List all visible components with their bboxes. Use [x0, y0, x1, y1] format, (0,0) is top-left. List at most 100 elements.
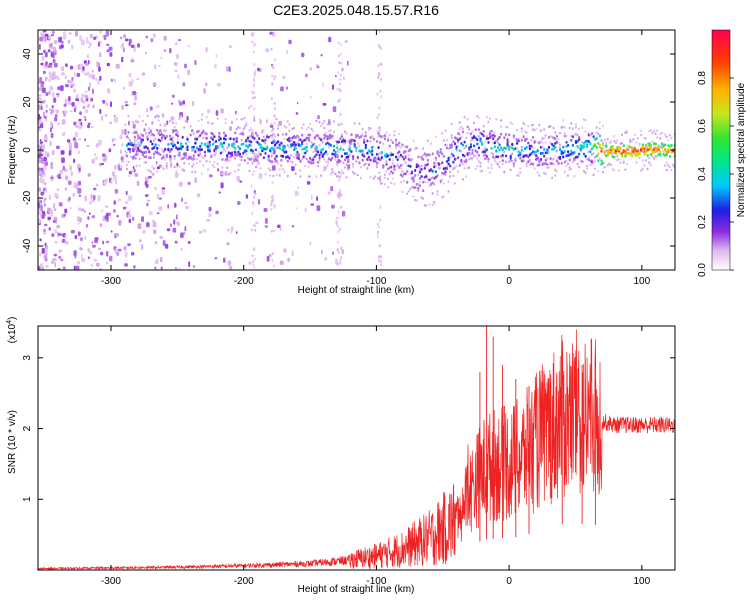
noise-cell [91, 263, 93, 268]
ridge-halo-cell [398, 155, 401, 158]
ridge-halo-cell [301, 157, 303, 161]
ridge-halo-cell [449, 175, 452, 178]
ridge-cell [304, 147, 307, 151]
noise-cell [255, 165, 257, 169]
ridge-halo-cell [195, 161, 198, 165]
ridge-halo-cell [361, 133, 364, 137]
ridge-cell [240, 155, 243, 159]
noise-cell [75, 265, 80, 270]
ridge-halo-cell [207, 121, 210, 124]
noise-cell [376, 235, 379, 239]
noise-cell [38, 218, 41, 224]
ridge-cell [481, 132, 484, 136]
ridge-cell [156, 146, 159, 150]
ridge-halo-cell [364, 131, 367, 134]
ridge-cell [543, 154, 546, 158]
noise-cell [253, 248, 256, 252]
ridge-cell [339, 137, 342, 141]
ridge-halo-cell [355, 160, 358, 163]
ridge-halo-cell [253, 119, 256, 122]
noise-cell [187, 241, 191, 244]
noise-cell [337, 179, 340, 183]
ridge-halo-cell [670, 136, 673, 140]
ridge-cell [243, 159, 246, 162]
ridge-halo-cell [643, 136, 646, 140]
noise-cell [170, 102, 174, 105]
ridge-cell [132, 143, 135, 147]
noise-cell [273, 204, 276, 207]
ridge-halo-cell [243, 125, 246, 128]
ridge-cell [412, 179, 415, 183]
ridge-cell [320, 138, 323, 142]
ridge-cell [449, 164, 452, 168]
ridge-cell [643, 147, 646, 151]
ridge-halo-cell [477, 135, 480, 138]
ridge-halo-cell [587, 150, 590, 153]
ridge-halo-cell [490, 163, 493, 167]
noise-cell [102, 100, 104, 103]
ridge-halo-cell [299, 169, 302, 172]
ridge-halo-cell [288, 129, 291, 133]
ridge-cell [165, 153, 168, 157]
ridge-halo-cell [613, 169, 616, 172]
ridge-cell [159, 153, 162, 156]
ridge-cell [458, 163, 461, 167]
ridge-halo-cell [581, 126, 584, 129]
ridge-cell [250, 140, 253, 144]
ridge-cell [137, 134, 140, 137]
noise-cell [123, 245, 127, 251]
noise-cell [77, 120, 81, 125]
noise-cell [380, 47, 383, 51]
ridge-halo-cell [465, 175, 468, 178]
ridge-halo-cell [450, 122, 453, 126]
ridge-halo-cell [590, 153, 593, 156]
ridge-halo-cell [340, 133, 343, 136]
ridge-cell [353, 144, 356, 148]
ridge-halo-cell [398, 145, 401, 148]
ridge-cell [324, 150, 328, 154]
noise-cell [251, 90, 254, 94]
ridge-cell [504, 133, 508, 136]
noise-cell [54, 75, 56, 80]
ridge-cell [565, 141, 568, 144]
ridge-halo-cell [245, 153, 248, 156]
ridge-halo-cell [254, 138, 257, 142]
noise-cell [73, 250, 77, 257]
ridge-halo-cell [395, 146, 397, 150]
noise-cell [203, 88, 206, 94]
noise-cell [154, 187, 157, 191]
ridge-halo-cell [320, 124, 323, 128]
noise-cell [120, 36, 122, 39]
noise-cell [337, 230, 340, 234]
ridge-halo-cell [476, 114, 479, 118]
noise-cell [84, 138, 86, 142]
noise-cell [280, 86, 284, 92]
ridge-halo-cell [259, 167, 262, 170]
noise-cell [252, 50, 255, 54]
ridge-halo-cell [305, 142, 308, 146]
noise-cell [378, 255, 381, 259]
ridge-cell [281, 154, 285, 158]
colorbar: 0.00.20.40.60.8 Normalized spectral ampl… [697, 29, 747, 277]
y-tick-label: -20 [22, 190, 33, 205]
ridge-cell [396, 143, 399, 147]
ridge-halo-cell [600, 139, 603, 142]
ridge-halo-cell [360, 176, 362, 180]
ridge-halo-cell [495, 161, 498, 164]
ridge-halo-cell [632, 138, 635, 141]
noise-cell [60, 150, 65, 155]
ridge-cell [356, 134, 359, 137]
noise-cell [45, 265, 49, 268]
ridge-halo-cell [203, 132, 206, 135]
ridge-cell [621, 151, 624, 155]
ridge-cell [653, 148, 656, 152]
ridge-halo-cell [543, 137, 546, 140]
ridge-halo-cell [460, 136, 463, 139]
ridge-halo-cell [288, 123, 291, 126]
ridge-halo-cell [170, 118, 173, 121]
noise-cell [56, 224, 60, 229]
ridge-cell [154, 144, 157, 148]
ridge-halo-cell [269, 174, 272, 177]
ridge-halo-cell [430, 142, 432, 145]
ridge-halo-cell [557, 138, 560, 141]
